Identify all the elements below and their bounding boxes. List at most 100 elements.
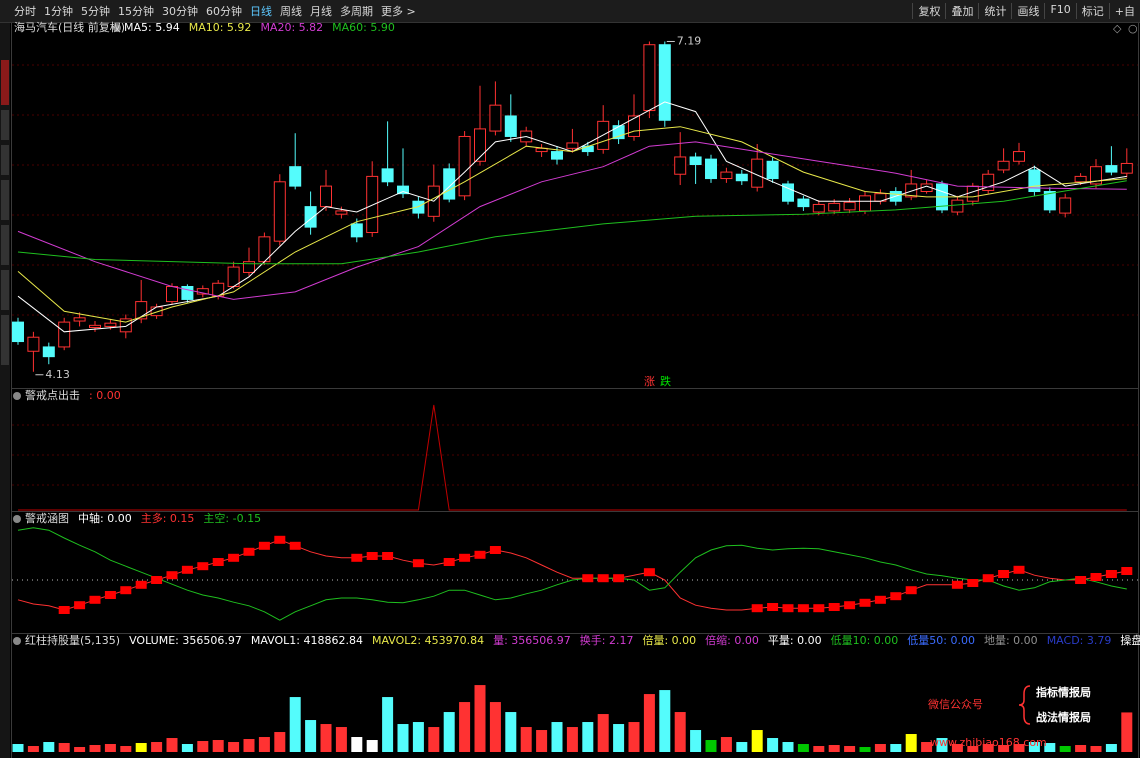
sidebar-tab xyxy=(1,315,9,365)
volume-bar xyxy=(120,746,132,752)
toolbar-button[interactable]: 复权 xyxy=(912,3,945,19)
candle-body xyxy=(843,201,856,211)
watermark: 战法情报局 xyxy=(1036,710,1091,724)
volume-bar xyxy=(813,746,825,752)
watermark: 微信公众号 xyxy=(928,697,983,711)
volume-bar xyxy=(1059,746,1071,752)
toolbar-button[interactable]: 标记 xyxy=(1075,3,1109,19)
candle-body xyxy=(104,322,117,327)
toolbar-button[interactable]: 30分钟 xyxy=(162,5,198,18)
volume-bar xyxy=(320,724,332,752)
candle-body xyxy=(612,125,625,140)
candle-body xyxy=(1105,165,1118,173)
candle-body xyxy=(58,321,71,348)
readout: MAVOL2: 453970.84 xyxy=(372,634,484,647)
toolbar-button[interactable]: 周线 xyxy=(280,5,302,18)
candle-body xyxy=(150,306,163,317)
sidebar xyxy=(0,23,10,758)
panel-title: 海马汽车(日线 前复权) xyxy=(14,20,125,34)
readout: MAVOL1: 418862.84 xyxy=(251,634,363,647)
signal-block xyxy=(844,601,856,610)
toolbar-button[interactable]: 画线 xyxy=(1011,3,1044,19)
candle-body xyxy=(566,142,579,149)
toolbar-button[interactable]: 1分钟 xyxy=(44,5,73,18)
toolbar-button[interactable]: 5分钟 xyxy=(81,5,110,18)
volume-bar xyxy=(27,746,39,752)
candle-body xyxy=(705,158,717,180)
candle-body xyxy=(350,223,363,238)
volume-bar xyxy=(212,740,224,752)
volume-bar xyxy=(243,739,255,752)
toolbar-button[interactable]: 统计 xyxy=(978,3,1011,19)
volume-bar xyxy=(951,744,963,752)
sidebar-tab xyxy=(1,225,9,265)
volume-bar xyxy=(720,737,732,752)
volume-bar xyxy=(151,742,163,752)
signal-block xyxy=(382,552,394,560)
toolbar-button[interactable]: 60分钟 xyxy=(206,5,242,18)
readout: 低量10: 0.00 xyxy=(831,634,899,647)
signal-block xyxy=(135,580,147,589)
toolbar-button[interactable]: 多周期 xyxy=(340,5,373,18)
toolbar-button[interactable]: 叠加 xyxy=(945,3,978,19)
legend-entry: MA10: 5.92 xyxy=(189,21,252,34)
candle-body xyxy=(42,346,55,358)
signal-block xyxy=(813,604,825,613)
volume-bar xyxy=(874,744,886,752)
candle-body xyxy=(474,128,486,162)
header-icon xyxy=(113,24,121,32)
toolbar-button[interactable]: 日线 xyxy=(250,5,272,18)
volume-bar xyxy=(628,722,640,752)
panel-title: 警戒点出击 xyxy=(25,388,80,402)
band-line xyxy=(17,527,1127,621)
toolbar-button[interactable]: F10 xyxy=(1044,3,1075,19)
toolbar-button[interactable]: 分时 xyxy=(14,5,36,18)
legend-entry: MA5: 5.94 xyxy=(124,21,180,34)
readout: 地量: 0.00 xyxy=(984,634,1038,647)
signal-block xyxy=(151,576,163,584)
ma-line xyxy=(17,126,1127,323)
volume-bar xyxy=(1105,744,1117,752)
volume-bar xyxy=(274,732,286,752)
volume-bar xyxy=(489,702,501,752)
candle-body xyxy=(735,173,748,182)
signal-block xyxy=(120,586,132,595)
period-tabs: 分时 1分钟 5分钟 15分钟 30分钟 60分钟 日线 周线 月线 多周期 更多 > xyxy=(14,3,416,19)
icon: ◇ xyxy=(1113,22,1122,35)
header-icon xyxy=(13,392,21,400)
signal-block xyxy=(197,562,209,571)
candle-body xyxy=(812,203,825,213)
volume-bar xyxy=(536,730,548,752)
candle-body xyxy=(504,115,517,137)
signal-label: 涨 xyxy=(644,375,655,388)
toolbar-button[interactable]: 15分钟 xyxy=(118,5,154,18)
signal-block xyxy=(967,579,979,587)
volume-bar xyxy=(659,690,671,752)
candle-body xyxy=(828,202,841,212)
volume-bar xyxy=(982,744,994,752)
candle-body xyxy=(797,198,810,208)
candle-body xyxy=(166,285,178,303)
candle-body xyxy=(397,185,409,195)
signal-block xyxy=(582,574,594,583)
toolbar-button[interactable]: 更多 > xyxy=(381,5,416,18)
candle-body xyxy=(458,135,471,197)
readout: 量: 356506.97 xyxy=(493,634,571,647)
toolbar-button[interactable]: 月线 xyxy=(310,5,332,18)
volume-bar xyxy=(459,702,471,752)
readout: 倍缩: 0.00 xyxy=(705,633,759,647)
annotation: 4.13 xyxy=(45,368,70,381)
candle-body xyxy=(273,181,286,242)
toolbar-button[interactable]: +自 xyxy=(1108,3,1140,19)
signal-block xyxy=(243,547,255,556)
signal-block xyxy=(951,580,963,589)
candle-body xyxy=(243,261,255,273)
candle-body xyxy=(720,171,733,180)
candle-body xyxy=(1013,151,1025,162)
brace xyxy=(1018,685,1031,725)
candle-body xyxy=(1074,175,1087,183)
candle-body xyxy=(135,301,148,320)
candle-body xyxy=(366,175,379,234)
toolbar: 分时 1分钟 5分钟 15分钟 30分钟 60分钟 日线 周线 月线 多周期 更多 > 复权 叠加 统计画… xyxy=(0,0,1140,23)
